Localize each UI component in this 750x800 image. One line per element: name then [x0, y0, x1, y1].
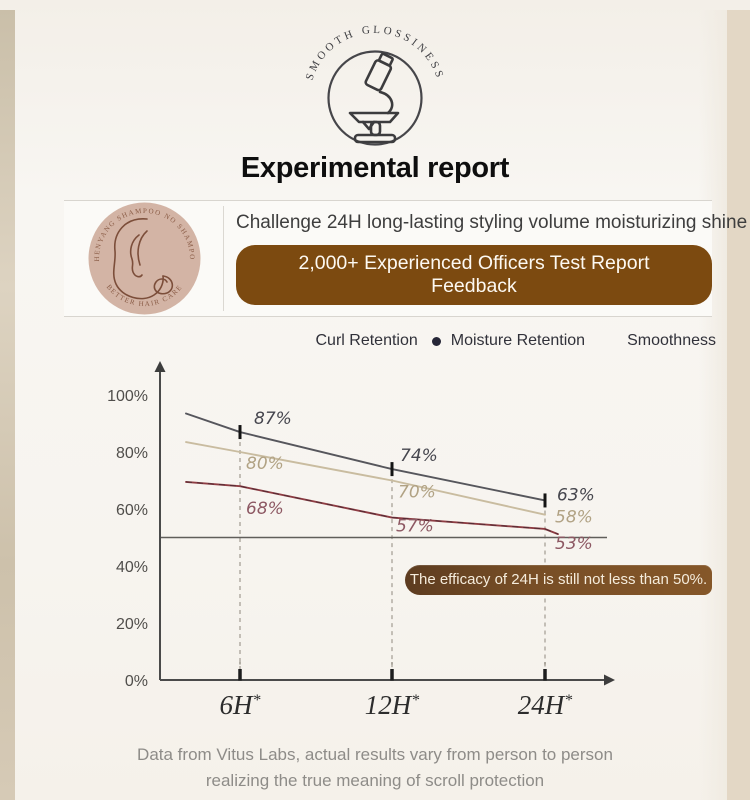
- x-tick-label: 12H*: [365, 690, 420, 716]
- value-label-6H: 68%: [246, 499, 284, 519]
- y-tick-label: 60%: [116, 502, 148, 519]
- report-header-panel: ZHENYANG SHAMPOO NO SHAMPOO BETTER HAIR …: [64, 200, 748, 317]
- value-label-24H: 63%: [557, 485, 595, 505]
- x-axis-arrow-icon: [604, 674, 615, 686]
- page-content: SMOOTH GLOSSINESS Experimental report: [0, 10, 750, 793]
- y-tick-label: 100%: [107, 388, 148, 405]
- challenge-text: Challenge 24H long-lasting styling volum…: [236, 212, 748, 233]
- chart-area: 0% 20% 40% 60% 80% 100% 6H* 12H* 24H* 87% 74% 63% 80…: [0, 352, 750, 716]
- brand-stamp: ZHENYANG SHAMPOO NO SHAMPOO BETTER HAIR …: [64, 201, 224, 316]
- value-label-12H: 70%: [398, 483, 436, 503]
- x-tick-label: 6H*: [220, 690, 261, 716]
- chart-svg: 0% 20% 40% 60% 80% 100% 6H* 12H* 24H* 87% 74% 63% 80…: [107, 361, 615, 716]
- series-line-curl-retention: [185, 412, 546, 502]
- value-label-6H: 80%: [246, 454, 284, 474]
- badge-arc-text: SMOOTH GLOSSINESS: [304, 24, 447, 82]
- badge-circle: [327, 50, 423, 146]
- y-tick-label: 80%: [116, 445, 148, 462]
- data-point-tick: [238, 425, 242, 440]
- header-divider: [223, 206, 224, 311]
- legend-item-curl-retention: Curl Retention: [315, 332, 418, 349]
- value-label-6H: 87%: [254, 409, 292, 429]
- efficacy-callout: The efficacy of 24H is still not less th…: [405, 565, 712, 595]
- x-tick-label: 24H*: [518, 690, 573, 716]
- page-title: Experimental report: [240, 152, 510, 184]
- footnote-line1: Data from Vitus Labs, actual results var…: [137, 745, 613, 764]
- data-point-tick: [543, 493, 547, 508]
- feedback-pill-button[interactable]: 2,000+ Experienced Officers Test Report …: [236, 245, 712, 305]
- left-edge-strip: [0, 10, 15, 800]
- series-line-overlay-dash: [185, 481, 559, 535]
- y-axis-arrow-icon: [154, 361, 166, 372]
- lab-badge: SMOOTH GLOSSINESS: [304, 24, 447, 146]
- value-label-24H: 58%: [555, 508, 593, 528]
- footnote-line2: realizing the true meaning of scroll pro…: [205, 770, 545, 790]
- header-text-block: Challenge 24H long-lasting styling volum…: [236, 212, 748, 305]
- y-tick-label: 20%: [116, 616, 148, 633]
- right-edge-soft-band: [699, 10, 727, 800]
- footnote: Data from Vitus Labs, actual results var…: [0, 742, 750, 793]
- y-tick-label: 40%: [116, 559, 148, 576]
- legend-item-smoothness: Smoothness: [627, 332, 716, 349]
- series-line-smoothness: [185, 441, 546, 516]
- data-point-tick: [390, 462, 394, 477]
- y-tick-label: 0%: [125, 673, 148, 690]
- value-label-12H: 57%: [396, 517, 434, 537]
- chart-legend: Curl Retention Moisture Retention Smooth…: [0, 332, 716, 350]
- microscope-icon: [348, 52, 400, 144]
- value-label-12H: 74%: [400, 446, 438, 466]
- hair-silhouette-icon: [112, 218, 173, 300]
- legend-item-moisture-retention: Moisture Retention: [450, 332, 586, 349]
- legend-dot-icon: [431, 336, 441, 346]
- value-label-24H: 53%: [555, 534, 593, 554]
- right-edge-strip: [727, 10, 750, 800]
